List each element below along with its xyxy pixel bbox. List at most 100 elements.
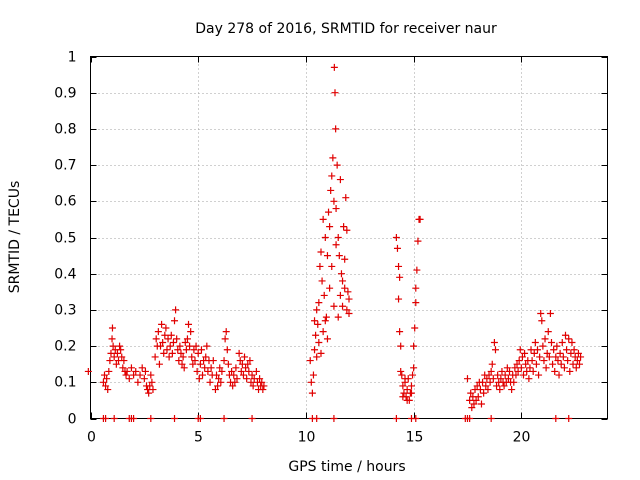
data-point: [248, 415, 256, 422]
data-point: [493, 382, 501, 390]
data-point: [221, 335, 229, 343]
data-point: [530, 349, 538, 357]
data-point: [165, 353, 173, 361]
data-point: [159, 338, 167, 346]
y-tick-label: 0.6: [54, 194, 76, 210]
data-point: [543, 349, 551, 357]
data-point: [130, 371, 138, 379]
data-point: [218, 367, 226, 375]
data-point: [574, 349, 582, 357]
data-point: [164, 335, 172, 343]
data-point: [403, 396, 411, 404]
data-point: [575, 360, 583, 368]
data-point: [207, 364, 215, 372]
data-point: [213, 371, 221, 379]
data-point: [330, 197, 338, 205]
data-point: [162, 324, 170, 332]
data-point: [546, 310, 554, 318]
data-point: [482, 382, 490, 390]
data-point: [566, 367, 574, 375]
data-point: [161, 331, 169, 339]
data-point: [563, 346, 571, 354]
data-point: [315, 338, 323, 346]
data-point: [345, 310, 353, 318]
data-point: [149, 386, 157, 394]
data-point: [322, 313, 330, 321]
data-point: [494, 371, 502, 379]
data-point: [341, 255, 349, 263]
data-point: [191, 357, 199, 365]
data-point: [529, 367, 537, 375]
data-point: [527, 346, 535, 354]
data-point: [182, 346, 190, 354]
data-point: [540, 357, 548, 365]
data-point: [117, 346, 125, 354]
data-point: [392, 415, 400, 422]
data-point: [145, 389, 153, 397]
data-point: [333, 161, 341, 169]
data-point: [323, 335, 331, 343]
data-point: [396, 273, 404, 281]
data-point: [412, 284, 420, 292]
data-point: [204, 367, 212, 375]
y-tick-label: 0.3: [54, 303, 76, 319]
data-point: [138, 364, 146, 372]
data-point: [260, 382, 268, 390]
data-point: [485, 371, 493, 379]
data-point: [235, 349, 243, 357]
data-point: [179, 353, 187, 361]
data-point: [336, 291, 344, 299]
data-point: [122, 371, 130, 379]
data-point: [345, 295, 353, 303]
data-point: [125, 375, 133, 383]
data-point: [328, 172, 336, 180]
data-point: [410, 364, 418, 372]
data-point: [321, 234, 329, 241]
data-point: [180, 364, 188, 372]
data-point: [313, 415, 321, 422]
data-point: [392, 234, 400, 241]
data-point: [134, 378, 142, 386]
data-point: [505, 367, 513, 375]
data-point: [330, 415, 338, 422]
x-tick-label: 20: [513, 430, 531, 446]
data-point: [483, 375, 491, 383]
data-point: [399, 382, 407, 390]
data-points: [84, 63, 585, 422]
data-point: [343, 306, 351, 314]
data-point: [490, 338, 498, 346]
data-point: [565, 335, 573, 343]
data-point: [244, 360, 252, 368]
y-tick-label: 0.1: [54, 375, 76, 391]
data-point: [171, 317, 179, 325]
data-point: [107, 349, 115, 357]
data-point: [229, 382, 237, 390]
data-point: [321, 317, 329, 325]
data-point: [341, 284, 349, 292]
data-point: [185, 320, 193, 328]
data-point: [166, 342, 174, 350]
x-tick-label: 10: [298, 430, 316, 446]
data-point: [331, 89, 339, 97]
data-point: [120, 357, 128, 365]
data-point: [539, 342, 547, 350]
data-point: [319, 215, 327, 223]
data-point: [557, 360, 565, 368]
data-point: [256, 375, 264, 383]
data-point: [332, 125, 340, 133]
data-point: [335, 252, 343, 260]
data-point: [329, 154, 337, 162]
data-point: [147, 371, 155, 379]
y-tick-label: 1: [68, 50, 77, 66]
data-point: [332, 241, 340, 249]
data-point: [463, 375, 471, 383]
x-tick-label: 15: [406, 430, 424, 446]
data-point: [323, 252, 331, 260]
data-point: [103, 375, 111, 383]
data-point: [187, 328, 195, 336]
data-point: [157, 342, 165, 350]
data-point: [206, 378, 214, 386]
data-point: [538, 317, 546, 325]
data-point: [560, 364, 568, 372]
data-point: [397, 342, 405, 350]
